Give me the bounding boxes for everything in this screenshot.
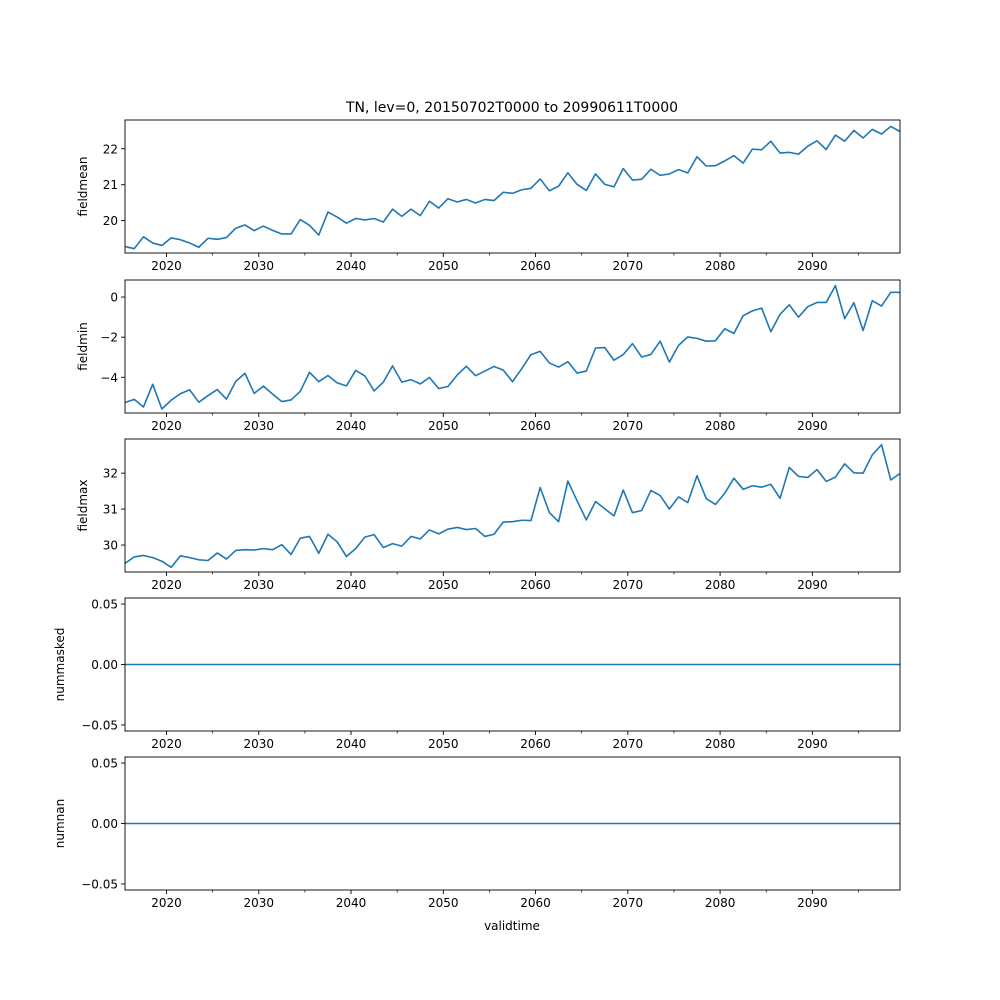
axes-frame-fieldmin — [124, 279, 901, 414]
x-tick-label: 2090 — [797, 578, 828, 592]
x-tick-label: 2040 — [336, 419, 367, 433]
y-tick-label: 30 — [103, 539, 118, 553]
subplots: 2020 2030 2040 2050 2060 2070 2080 2090 20 21 22 fi… — [53, 119, 901, 910]
y-axis-label: fieldmin — [76, 322, 90, 371]
x-tick-label: 2040 — [336, 737, 367, 751]
x-tick-label: 2080 — [705, 259, 736, 273]
x-tick-label: 2050 — [428, 578, 459, 592]
x-tick-label: 2080 — [705, 896, 736, 910]
x-tick-label: 2070 — [613, 737, 644, 751]
subplot-nummasked: 2020 2030 2040 2050 2060 2070 2080 2090 −0.05 0.0… — [53, 598, 901, 751]
y-tick-label: 31 — [103, 503, 118, 517]
y-tick-label: 21 — [103, 178, 118, 192]
y-tick-label: 0.00 — [91, 817, 118, 831]
x-tick-label: 2020 — [151, 419, 182, 433]
series-line-fieldmin — [124, 284, 901, 410]
x-tick-label: 2030 — [244, 259, 275, 273]
x-tick-label: 2040 — [336, 896, 367, 910]
x-tick-label: 2070 — [613, 419, 644, 433]
y-axis-label: fieldmax — [76, 479, 90, 531]
series-line-fieldmax — [124, 443, 901, 569]
x-tick-label: 2030 — [244, 419, 275, 433]
y-tick-label: 0.00 — [91, 658, 118, 672]
x-tick-label: 2020 — [151, 896, 182, 910]
y-tick-label: 0.05 — [91, 757, 118, 771]
x-tick-label: 2070 — [613, 896, 644, 910]
subplot-numnan: 2020 2030 2040 2050 2060 2070 2080 2090 −0.05 0.0… — [53, 757, 901, 910]
series-line-fieldmean — [124, 125, 901, 250]
x-tick-label: 2090 — [797, 259, 828, 273]
y-tick-label: 20 — [103, 214, 118, 228]
subplot-fieldmean: 2020 2030 2040 2050 2060 2070 2080 2090 20 21 22 fi… — [76, 119, 901, 273]
x-tick-label: 2080 — [705, 419, 736, 433]
y-tick-label: −2 — [100, 331, 118, 345]
x-tick-label: 2090 — [797, 737, 828, 751]
x-tick-label: 2030 — [244, 737, 275, 751]
y-tick-label: −0.05 — [81, 877, 118, 891]
x-tick-label: 2080 — [705, 737, 736, 751]
x-tick-label: 2020 — [151, 259, 182, 273]
axes-frame-fieldmax — [124, 438, 901, 573]
y-tick-label: −4 — [100, 371, 118, 385]
x-tick-label: 2060 — [520, 419, 551, 433]
y-axis-label: fieldmean — [76, 157, 90, 217]
subplot-fieldmin: 2020 2030 2040 2050 2060 2070 2080 2090 −4 −2 0 fie… — [76, 279, 901, 433]
y-axis-label: numnan — [53, 799, 67, 848]
subplot-fieldmax: 2020 2030 2040 2050 2060 2070 2080 2090 30 31 32 fi… — [76, 438, 901, 592]
y-tick-label: 0.05 — [91, 598, 118, 612]
x-tick-label: 2080 — [705, 578, 736, 592]
x-tick-label: 2030 — [244, 896, 275, 910]
x-tick-label: 2050 — [428, 896, 459, 910]
y-tick-label: 22 — [103, 142, 118, 156]
x-tick-label: 2040 — [336, 259, 367, 273]
x-tick-label: 2040 — [336, 578, 367, 592]
y-axis-label: nummasked — [53, 628, 67, 702]
x-tick-label: 2060 — [520, 259, 551, 273]
x-tick-label: 2050 — [428, 419, 459, 433]
x-tick-label: 2020 — [151, 578, 182, 592]
y-tick-label: 32 — [103, 467, 118, 481]
x-tick-label: 2070 — [613, 259, 644, 273]
y-tick-label: 0 — [110, 291, 118, 305]
x-tick-label: 2030 — [244, 578, 275, 592]
x-axis-label: validtime — [484, 919, 540, 933]
y-tick-label: −0.05 — [81, 718, 118, 732]
x-tick-label: 2090 — [797, 419, 828, 433]
x-tick-label: 2070 — [613, 578, 644, 592]
x-tick-label: 2090 — [797, 896, 828, 910]
x-tick-label: 2060 — [520, 578, 551, 592]
x-tick-label: 2050 — [428, 737, 459, 751]
axes-frame-fieldmean — [124, 119, 901, 254]
x-tick-label: 2020 — [151, 737, 182, 751]
x-tick-label: 2060 — [520, 737, 551, 751]
x-tick-label: 2060 — [520, 896, 551, 910]
chart-title: TN, lev=0, 20150702T0000 to 20990611T000… — [345, 100, 678, 116]
x-tick-label: 2050 — [428, 259, 459, 273]
